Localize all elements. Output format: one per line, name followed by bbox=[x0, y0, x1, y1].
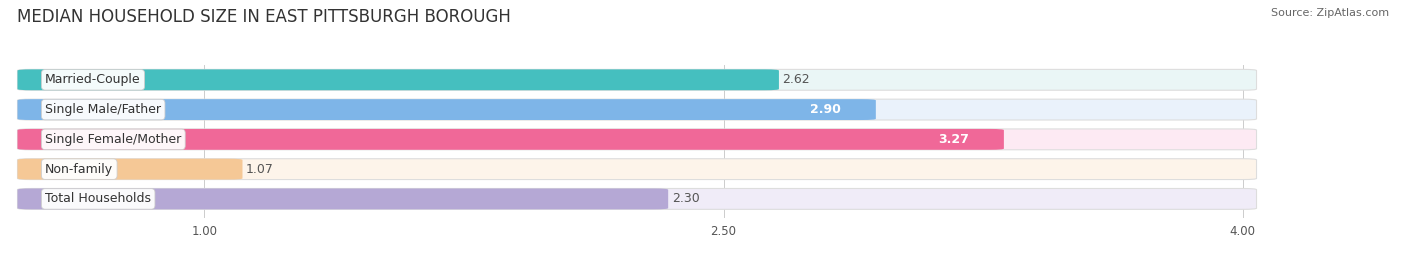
FancyBboxPatch shape bbox=[17, 99, 1257, 120]
Text: MEDIAN HOUSEHOLD SIZE IN EAST PITTSBURGH BOROUGH: MEDIAN HOUSEHOLD SIZE IN EAST PITTSBURGH… bbox=[17, 8, 510, 26]
Text: 2.62: 2.62 bbox=[782, 73, 810, 86]
Text: Single Female/Mother: Single Female/Mother bbox=[45, 133, 181, 146]
Text: Single Male/Father: Single Male/Father bbox=[45, 103, 162, 116]
FancyBboxPatch shape bbox=[17, 129, 1257, 150]
Text: Source: ZipAtlas.com: Source: ZipAtlas.com bbox=[1271, 8, 1389, 18]
FancyBboxPatch shape bbox=[17, 99, 876, 120]
FancyBboxPatch shape bbox=[17, 69, 1257, 90]
Text: 3.27: 3.27 bbox=[938, 133, 969, 146]
FancyBboxPatch shape bbox=[17, 159, 1257, 180]
FancyBboxPatch shape bbox=[17, 188, 1257, 209]
Text: Total Households: Total Households bbox=[45, 192, 152, 205]
Text: 1.07: 1.07 bbox=[246, 163, 274, 176]
Text: 2.30: 2.30 bbox=[672, 192, 699, 205]
FancyBboxPatch shape bbox=[17, 129, 1004, 150]
Text: 2.90: 2.90 bbox=[810, 103, 841, 116]
Text: Non-family: Non-family bbox=[45, 163, 114, 176]
Text: Married-Couple: Married-Couple bbox=[45, 73, 141, 86]
FancyBboxPatch shape bbox=[17, 188, 668, 209]
FancyBboxPatch shape bbox=[17, 69, 779, 90]
FancyBboxPatch shape bbox=[17, 159, 242, 180]
